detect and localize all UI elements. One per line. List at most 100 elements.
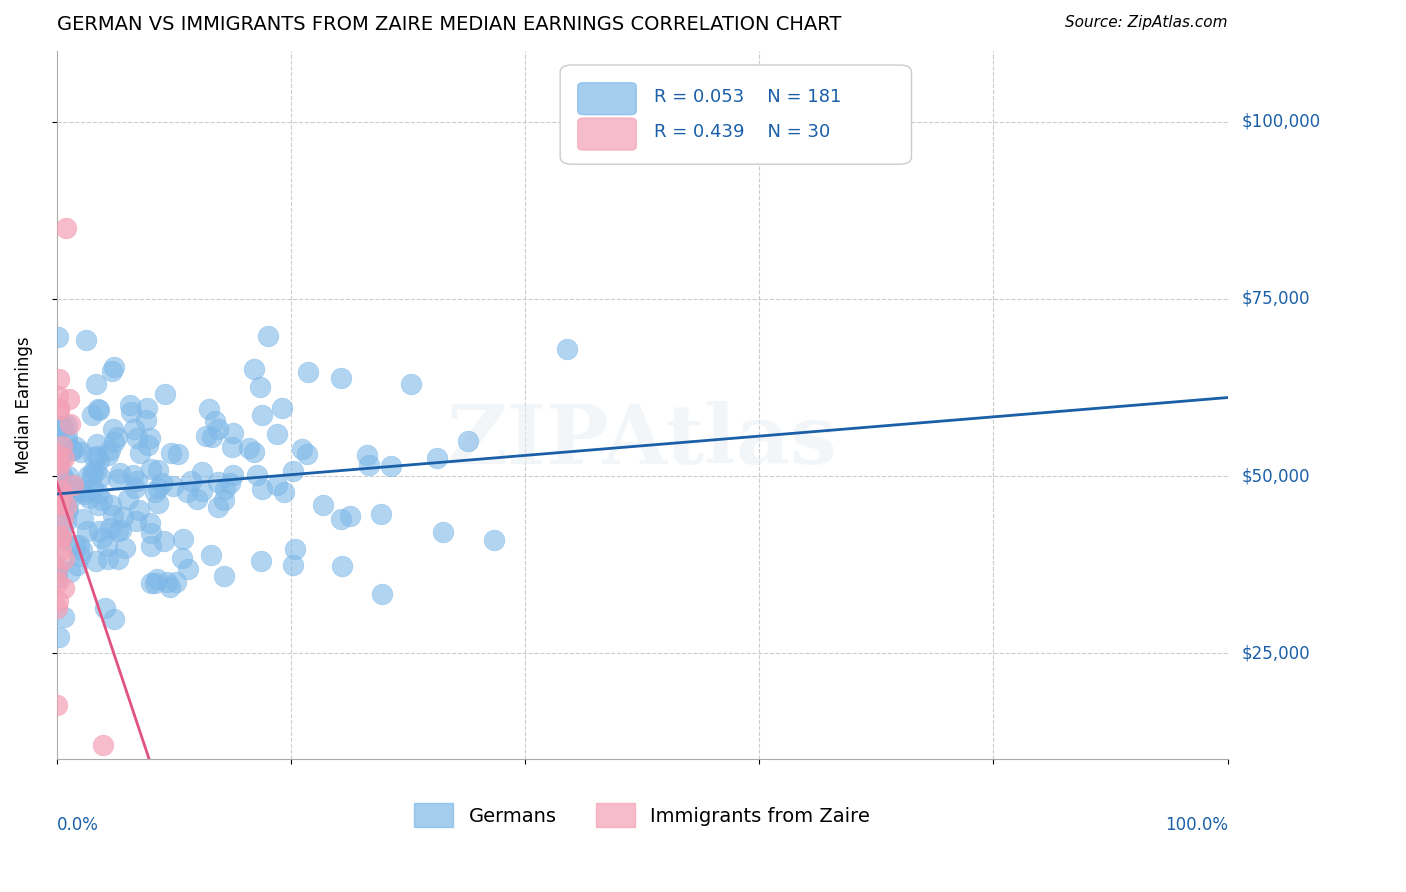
Point: [90, 531, 112, 545]
Point: [80, 408, 103, 422]
Point: [160, 446, 183, 460]
Point: [63, 538, 86, 552]
Point: [118, 399, 141, 413]
Point: [177, 562, 200, 576]
Point: [72, 484, 94, 499]
Point: [46, 572, 69, 586]
Point: [124, 422, 146, 436]
Point: [98, 521, 121, 535]
Point: [67, 481, 90, 495]
Text: 0.0%: 0.0%: [56, 816, 98, 834]
Point: [221, 440, 243, 454]
Point: [297, 365, 319, 379]
Point: [148, 481, 170, 495]
Point: [212, 569, 235, 583]
Point: [62, 478, 84, 492]
Point: [49, 529, 72, 543]
Point: [52, 491, 75, 506]
Point: [51, 467, 73, 482]
Point: [46, 594, 69, 608]
Point: [97, 552, 120, 566]
Point: [141, 539, 163, 553]
Point: [339, 508, 361, 523]
Point: [86, 449, 108, 463]
Point: [82, 465, 104, 479]
Point: [56, 428, 79, 442]
Point: [329, 371, 352, 385]
Point: [84, 464, 107, 478]
Point: [191, 465, 214, 479]
Point: [86, 437, 108, 451]
Point: [82, 481, 104, 495]
Point: [266, 477, 288, 491]
Point: [114, 541, 136, 555]
Point: [186, 492, 208, 507]
Point: [103, 434, 125, 449]
Point: [89, 403, 111, 417]
Point: [89, 470, 111, 484]
Point: [52, 510, 75, 524]
Point: [59, 417, 82, 432]
Point: [156, 575, 179, 590]
Point: [48, 630, 70, 644]
Point: [48, 372, 70, 386]
Point: [45, 698, 67, 712]
Point: [127, 474, 149, 488]
Point: [136, 401, 159, 415]
Text: $75,000: $75,000: [1241, 290, 1310, 308]
Point: [284, 542, 307, 557]
Point: [77, 491, 100, 505]
Legend: Germans, Immigrants from Zaire: Germans, Immigrants from Zaire: [406, 796, 877, 835]
Point: [46, 559, 69, 574]
Point: [207, 475, 229, 489]
Point: [49, 456, 72, 470]
Point: [371, 587, 394, 601]
FancyBboxPatch shape: [560, 65, 911, 164]
Point: [51, 439, 73, 453]
Point: [80, 467, 103, 482]
Point: [271, 401, 294, 415]
Text: 100.0%: 100.0%: [1164, 816, 1227, 834]
Point: [51, 542, 73, 557]
Text: Source: ZipAtlas.com: Source: ZipAtlas.com: [1066, 14, 1227, 29]
Point: [87, 453, 110, 467]
Point: [117, 491, 139, 506]
Point: [242, 445, 264, 459]
Point: [69, 549, 91, 563]
Point: [105, 430, 128, 444]
Point: [159, 580, 181, 594]
Point: [370, 507, 392, 521]
Point: [46, 499, 69, 513]
Point: [266, 427, 288, 442]
Point: [56, 417, 79, 432]
Point: [128, 503, 150, 517]
Point: [93, 739, 115, 753]
Point: [250, 554, 273, 568]
Point: [59, 565, 82, 579]
Point: [136, 438, 159, 452]
Point: [48, 401, 70, 416]
Point: [76, 524, 98, 538]
Point: [65, 558, 87, 573]
Point: [101, 364, 124, 378]
Point: [281, 464, 304, 478]
Point: [148, 496, 170, 510]
Point: [243, 361, 266, 376]
Point: [135, 412, 157, 426]
Point: [87, 498, 110, 512]
Point: [125, 430, 148, 444]
Point: [201, 430, 224, 444]
Point: [46, 450, 69, 465]
Point: [139, 431, 162, 445]
Point: [145, 572, 167, 586]
Point: [45, 601, 67, 615]
Point: [107, 552, 129, 566]
Point: [120, 405, 142, 419]
Point: [49, 419, 72, 434]
Point: [52, 610, 75, 624]
Point: [380, 459, 402, 474]
Point: [190, 483, 212, 498]
Point: [84, 377, 107, 392]
Point: [48, 497, 70, 511]
Point: [221, 468, 243, 483]
